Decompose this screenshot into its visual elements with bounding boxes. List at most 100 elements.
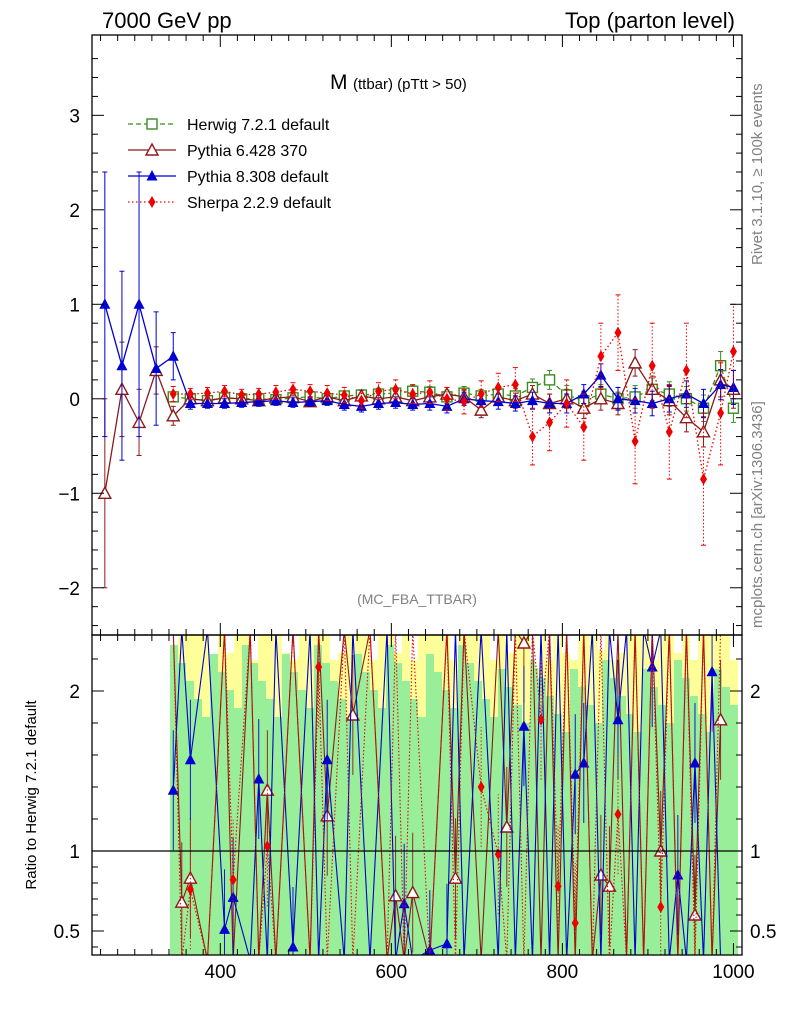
data-point — [460, 395, 468, 408]
band-1sigma — [370, 690, 378, 955]
main-panel-data — [97, 171, 741, 589]
band-gap — [535, 635, 542, 668]
series-pythia6 — [97, 341, 741, 589]
ratio-point — [186, 883, 194, 896]
ratio-point — [315, 661, 323, 673]
data-point — [116, 359, 128, 371]
data-point — [563, 397, 571, 410]
ratio-point — [569, 768, 581, 779]
legend-item-sherpa: Sherpa 2.2.9 default — [128, 195, 332, 212]
series-line — [104, 361, 734, 494]
band-1sigma — [394, 663, 402, 955]
band-1sigma — [242, 645, 250, 955]
ratio-point — [646, 661, 658, 672]
data-point — [169, 388, 177, 401]
band-1sigma — [290, 672, 298, 955]
band-1sigma — [546, 696, 554, 955]
data-point — [272, 386, 280, 399]
data-point — [477, 388, 485, 401]
ratio-y-tick-label: 1 — [69, 842, 80, 863]
legend-marker — [148, 196, 156, 208]
process-label: Top (parton level) — [565, 8, 735, 33]
ratio-point — [612, 713, 624, 725]
data-point — [253, 395, 265, 407]
x-tick-label: 600 — [375, 962, 407, 983]
analysis-tag: (MC_FBA_TTBAR) — [357, 591, 477, 607]
data-point — [150, 362, 162, 374]
data-point — [597, 350, 605, 363]
band-1sigma — [426, 654, 434, 955]
ratio-series-line — [172, 635, 722, 955]
band-1sigma — [362, 672, 370, 955]
band-1sigma — [482, 699, 490, 955]
ratio-point — [516, 635, 532, 649]
ratio-point — [537, 713, 545, 726]
band-1sigma — [458, 645, 466, 955]
ratio-y-tick-label-right: 1 — [750, 842, 761, 863]
energy-label: 7000 GeV pp — [102, 8, 232, 33]
data-point — [287, 396, 299, 408]
data-point — [340, 389, 348, 401]
data-point — [646, 397, 658, 409]
y-tick-label: 3 — [69, 106, 80, 127]
data-point — [221, 385, 229, 398]
ratio-point — [219, 923, 231, 934]
band-1sigma — [706, 732, 714, 955]
data-point — [289, 383, 297, 396]
ratio-point — [706, 665, 718, 677]
ratio-axis-label: Ratio to Herwig 7.2.1 default — [23, 700, 40, 890]
data-point — [323, 387, 331, 400]
band-1sigma — [322, 663, 330, 955]
band-1sigma — [346, 717, 354, 955]
ratio-point — [183, 870, 198, 884]
data-point — [443, 392, 451, 405]
ratio-point — [441, 937, 453, 949]
band-1sigma — [314, 645, 322, 955]
band-1sigma — [306, 708, 314, 955]
ratio-point — [571, 917, 579, 929]
ratio-y-tick-label-right: 0.5 — [750, 922, 776, 943]
data-point — [373, 397, 385, 409]
legend-label: Herwig 7.2.1 default — [187, 117, 330, 134]
band-1sigma — [234, 708, 242, 955]
data-point — [409, 388, 417, 401]
data-point — [133, 298, 145, 309]
legend-item-pythia6: Pythia 6.428 370 — [128, 142, 307, 160]
data-point — [392, 383, 400, 396]
band-1sigma — [554, 714, 562, 955]
band-1sigma — [530, 660, 538, 955]
data-point — [727, 381, 739, 392]
legend-item-herwig: Herwig 7.2.1 default — [128, 117, 330, 134]
legend-label: Pythia 6.428 370 — [187, 143, 307, 160]
data-point — [648, 359, 656, 372]
data-point — [528, 430, 536, 443]
band-1sigma — [386, 645, 394, 955]
data-point — [473, 402, 489, 416]
data-point — [578, 388, 590, 399]
rivet-version-label: Rivet 3.1.10, ≥ 100k events — [749, 83, 766, 265]
legend-marker — [146, 118, 158, 130]
ratio-point — [345, 707, 361, 721]
band-1sigma — [650, 687, 658, 955]
ratio-point — [713, 712, 728, 726]
band-1sigma — [170, 645, 178, 955]
data-point — [357, 394, 365, 407]
data-point — [166, 408, 181, 422]
data-point — [390, 396, 402, 408]
ratio-point — [174, 894, 189, 908]
series-sherpa — [169, 294, 737, 546]
data-point — [219, 397, 231, 409]
band-1sigma — [610, 678, 618, 955]
data-point — [682, 364, 690, 377]
data-point — [665, 425, 673, 438]
data-point — [255, 388, 263, 401]
data-point — [375, 385, 383, 398]
plot-title-sub: (ttbar) (pTtt > 50) — [353, 76, 467, 93]
band-1sigma — [618, 696, 626, 955]
band-1sigma — [354, 654, 362, 955]
y-tick-label: −2 — [58, 579, 80, 600]
band-1sigma — [338, 699, 346, 955]
data-point — [167, 350, 179, 361]
band-1sigma — [378, 708, 386, 955]
data-point — [627, 355, 643, 369]
